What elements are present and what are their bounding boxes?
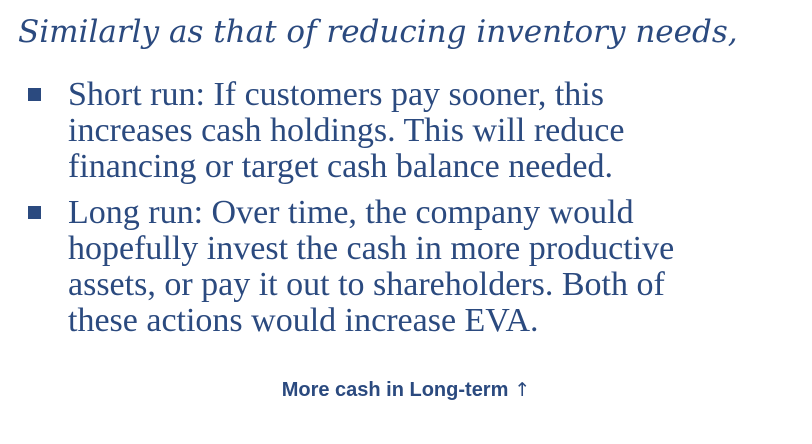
bullet-list: Short run: If customers pay sooner, this… (0, 77, 812, 349)
bullet-long-run: Long run: Over time, the company would h… (0, 195, 812, 339)
square-bullet-icon (28, 206, 41, 219)
up-arrow-icon: ↑ (514, 379, 531, 401)
footer-note: More cash in Long-term ↑ (0, 377, 812, 403)
bullet-line: Long run: Over time, the company would (68, 194, 634, 231)
bullet-line: Short run: If customers pay sooner, this (68, 76, 604, 113)
intro-heading: Similarly as that of reducing inventory … (18, 14, 738, 50)
bullet-line: assets, or pay it out to shareholders. B… (68, 266, 665, 303)
bullet-line: financing or target cash balance needed. (68, 148, 613, 185)
bullet-line: hopefully invest the cash in more produc… (68, 230, 675, 267)
bullet-line: these actions would increase EVA. (68, 302, 539, 339)
square-bullet-icon (28, 88, 41, 101)
bullet-short-run: Short run: If customers pay sooner, this… (0, 77, 812, 185)
footer-text: More cash in Long-term (281, 379, 509, 401)
bullet-line: increases cash holdings. This will reduc… (68, 112, 625, 149)
